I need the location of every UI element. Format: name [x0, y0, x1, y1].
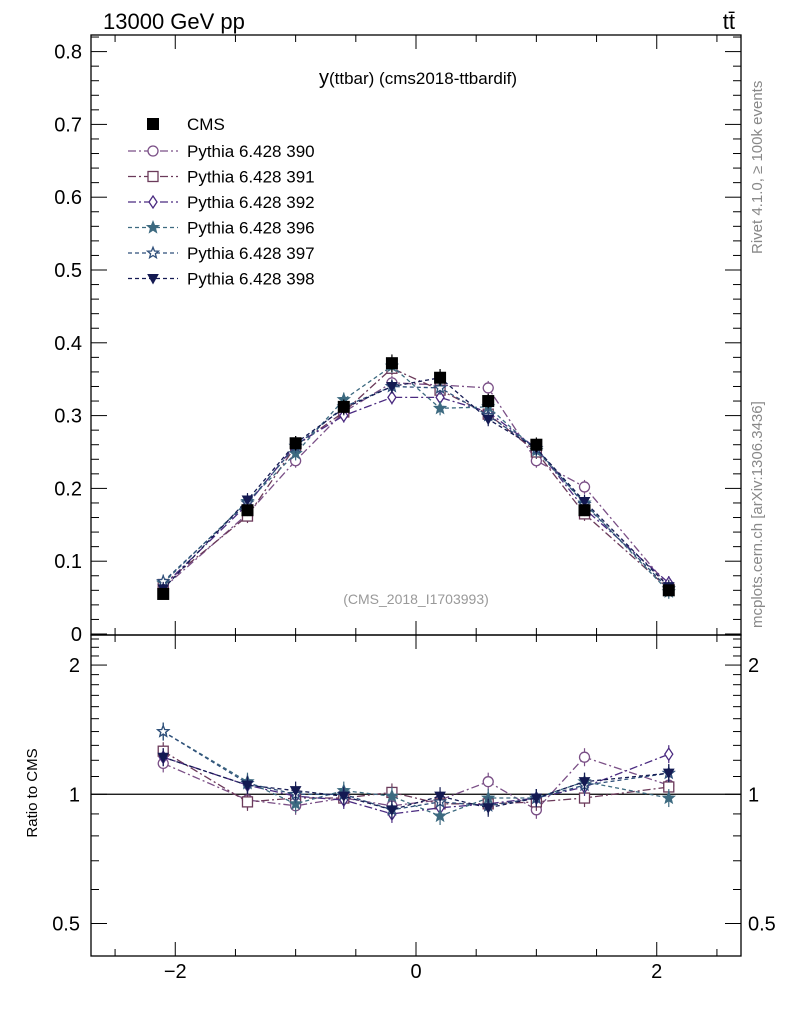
y-tick-label: 0.2: [54, 478, 82, 500]
series-point: [482, 382, 494, 394]
data-point: [662, 584, 675, 597]
legend-label: Pythia 6.428 396: [187, 219, 315, 238]
ratio-point: [530, 793, 543, 805]
x-tick-label: 2: [651, 961, 662, 983]
ratio-point: [663, 747, 674, 762]
ratio-point: [578, 777, 591, 788]
y-tick-label: 0: [71, 624, 82, 646]
x-tick-label: −2: [164, 961, 187, 983]
ratio-series-line: [162, 750, 669, 805]
ratio-point: [386, 805, 398, 816]
series-point: [482, 414, 495, 426]
data-point: [241, 504, 254, 517]
series-line: [162, 377, 670, 590]
series-point: [387, 390, 397, 405]
ratio-point: [662, 768, 675, 780]
series-line: [162, 382, 670, 589]
series-line: [162, 396, 670, 587]
ratio-ylabel: Ratio to CMS: [24, 748, 41, 837]
rivet-label: Rivet 4.1.0, ≥ 100k events: [749, 81, 766, 254]
ratio-point: [288, 796, 303, 810]
series-point: [578, 497, 591, 508]
ratio-point: [578, 751, 591, 763]
legend-label: Pythia 6.428 397: [187, 244, 315, 263]
ratio-y-tick-label-right: 1: [748, 784, 759, 806]
legend-label: Pythia 6.428 391: [187, 168, 315, 187]
main-plot-series: [156, 354, 676, 600]
y-tick-label: 0.6: [54, 187, 82, 209]
ratio-y-tick-label-right: 2: [748, 655, 759, 677]
series-point: [432, 380, 448, 395]
mcplots-label: mcplots.cern.ch [arXiv:1306.3436]: [749, 401, 766, 628]
legend-label: CMS: [187, 115, 225, 134]
plot-title-rest: (ttbar) (cms2018-ttbardif): [329, 69, 517, 88]
legend-label: Pythia 6.428 398: [187, 270, 315, 289]
plot-title: y(ttbar) (cms2018-ttbardif): [319, 67, 517, 89]
legend-marker: [147, 170, 159, 183]
ratio-y-tick-label: 2: [69, 655, 80, 677]
legend-marker: [147, 145, 159, 157]
series-line: [162, 385, 670, 590]
process-label: tt̄: [723, 9, 735, 34]
data-point: [157, 587, 170, 600]
series-point: [432, 400, 448, 415]
ratio-point: [482, 803, 495, 814]
ratio-point: [241, 796, 254, 808]
ratio-point: [661, 790, 676, 805]
legend-label: Pythia 6.428 390: [187, 142, 315, 161]
ratio-point: [156, 724, 171, 738]
legend: CMS Pythia 6.428 390 Pythia 6.428 391 Pythi…: [128, 115, 315, 289]
series-point: [241, 495, 254, 507]
ratio-point: [289, 786, 302, 797]
ratio-y-tick-label: 0.5: [52, 913, 80, 935]
ratio-y-tick-label-right: 0.5: [748, 913, 776, 935]
ratio-y-tick-label: 1: [69, 784, 80, 806]
ratio-series-line: [162, 756, 669, 811]
legend-marker: [145, 219, 161, 234]
y-tick-label: 0.3: [54, 406, 82, 428]
legend-marker: [147, 274, 159, 285]
plot-title-symbol: y: [319, 67, 329, 89]
ratio-point: [432, 808, 448, 823]
ratio-point: [157, 752, 170, 764]
series-line: [162, 365, 670, 593]
ratio-point: [241, 780, 254, 792]
data-point: [337, 400, 350, 413]
data-point: [578, 504, 591, 517]
legend-marker: [147, 118, 159, 130]
y-tick-label: 0.1: [54, 551, 82, 573]
ratio-plot-series: [156, 722, 676, 826]
y-tick-label: 0.7: [54, 114, 82, 136]
y-tick-label: 0.5: [54, 260, 82, 282]
legend-marker: [145, 245, 161, 260]
ratio-series-line: [162, 731, 669, 817]
ratio-point: [384, 788, 400, 803]
ratio-plot-frame: [90, 634, 742, 957]
data-point: [482, 395, 495, 408]
energy-label: 13000 GeV pp: [103, 9, 245, 34]
data-point: [530, 438, 543, 451]
legend-label: Pythia 6.428 392: [187, 193, 315, 212]
series-point: [386, 381, 398, 393]
ratio-point: [337, 791, 350, 803]
y-tick-label: 0.4: [54, 333, 82, 355]
data-point: [289, 437, 302, 450]
axis-ticks: −2 0 2 0 0.1 0.2 0.3 0.4 0.5 0.6 0.7 0.8 0.5 0.5 1 1 2 2: [52, 35, 776, 983]
ratio-point: [482, 776, 494, 788]
data-point: [434, 371, 447, 384]
y-tick-label: 0.8: [54, 42, 82, 64]
x-tick-label: 0: [410, 961, 421, 983]
data-point: [385, 357, 398, 370]
series-point: [578, 481, 591, 493]
series-line: [162, 367, 670, 590]
legend-marker: [148, 194, 158, 210]
analysis-tag: (CMS_2018_I1703993): [343, 591, 489, 607]
ratio-series-line: [162, 753, 670, 815]
ratio-point: [434, 791, 446, 803]
